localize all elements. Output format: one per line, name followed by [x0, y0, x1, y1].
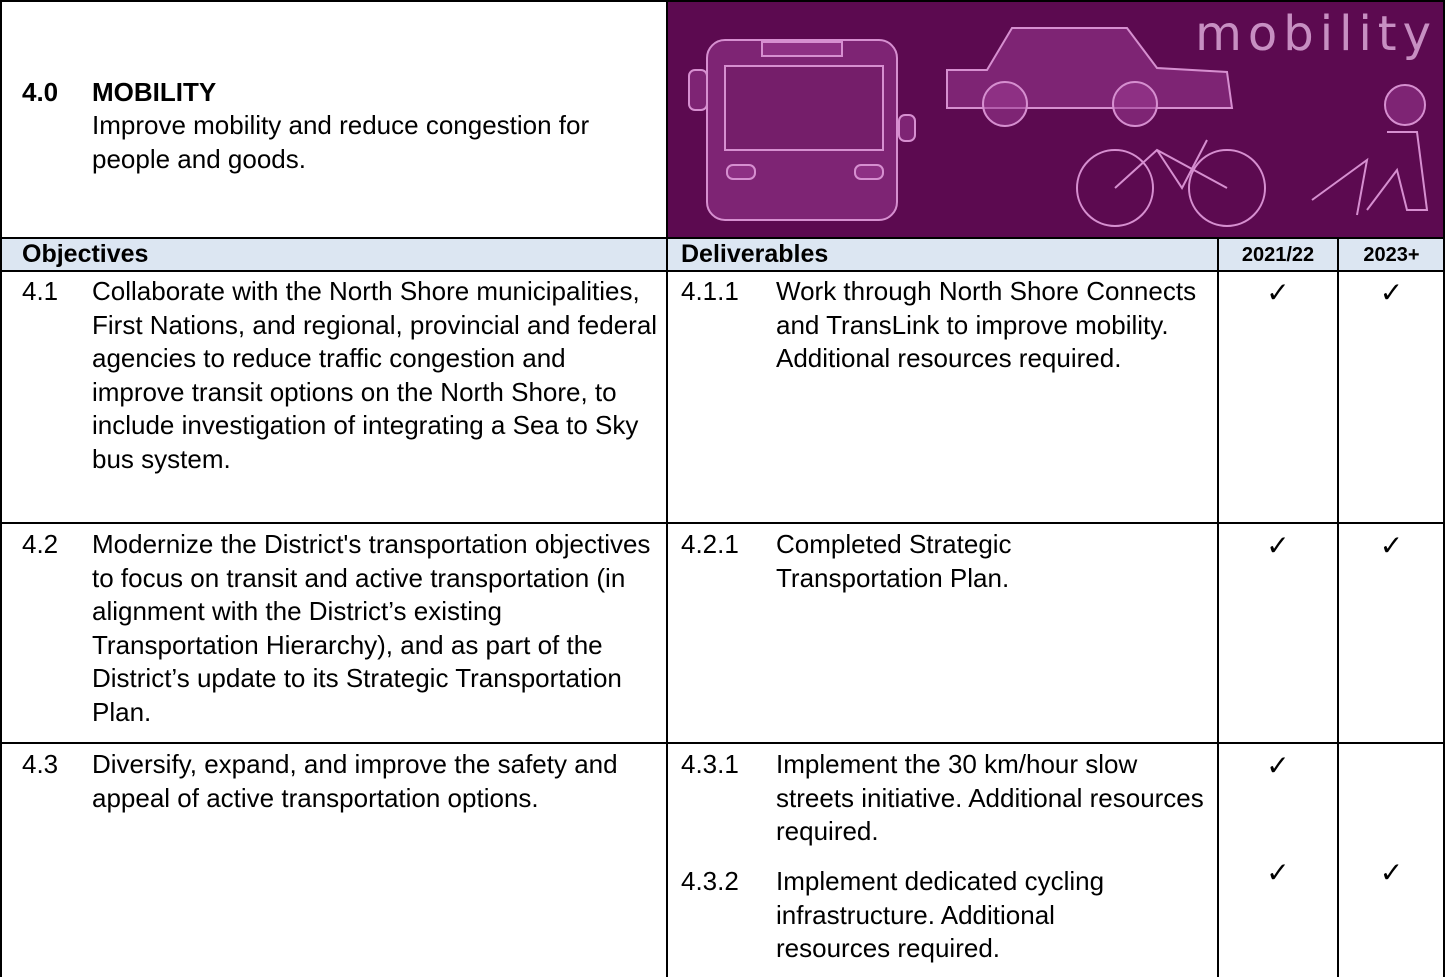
- section-number: 4.0: [22, 77, 59, 107]
- deliverable-text: Completed Strategic Transportation Plan.: [776, 529, 1012, 593]
- deliverable-number: 4.3.2: [681, 866, 739, 896]
- banner-text: mobility: [1195, 6, 1437, 62]
- objective-text: Collaborate with the North Shore municip…: [92, 276, 658, 474]
- border: [0, 742, 1445, 744]
- checkmark: ✓: [1266, 276, 1290, 309]
- border: [0, 0, 2, 977]
- column-header-bar: [0, 238, 1445, 270]
- column-header: 2021/22: [1241, 244, 1315, 266]
- border: [0, 270, 1445, 272]
- banner-art: mobility: [688, 6, 1437, 227]
- section-title: MOBILITY: [92, 77, 217, 107]
- checkmark: ✓: [1379, 856, 1404, 889]
- objective-number: 4.1: [22, 276, 59, 306]
- checkmark: ✓: [1379, 529, 1404, 562]
- border: [1217, 238, 1219, 977]
- column-header: Objectives: [22, 240, 149, 268]
- objective-number: 4.3: [22, 749, 59, 779]
- section-description: Improve mobility and reduce congestion f…: [92, 110, 590, 174]
- deliverable-number: 4.3.1: [681, 749, 739, 779]
- objective-text: Diversify, expand, and improve the safet…: [92, 749, 618, 813]
- checkmark: ✓: [1266, 856, 1290, 889]
- deliverable-number: 4.1.1: [681, 276, 739, 306]
- deliverable-text: Implement dedicated cycling infrastructu…: [776, 866, 1105, 964]
- border: [1443, 0, 1445, 977]
- border: [0, 522, 1445, 524]
- deliverable-text: Implement the 30 km/hour slow streets in…: [776, 749, 1204, 847]
- border: [1337, 238, 1339, 977]
- border: [0, 237, 1445, 239]
- column-header: 2023+: [1363, 244, 1420, 266]
- column-header: Deliverables: [681, 240, 829, 268]
- border: [0, 0, 1445, 2]
- mobility-banner: mobility: [667, 0, 1445, 238]
- border: [666, 0, 668, 977]
- objective-number: 4.2: [22, 529, 59, 559]
- deliverable-number: 4.2.1: [681, 529, 739, 559]
- deliverable-text: Work through North Shore Connects and Tr…: [776, 276, 1197, 374]
- checkmark: ✓: [1266, 749, 1290, 782]
- checkmark: ✓: [1266, 529, 1290, 562]
- checkmark: ✓: [1379, 276, 1404, 309]
- objective-text: Modernize the District's transportation …: [92, 529, 651, 727]
